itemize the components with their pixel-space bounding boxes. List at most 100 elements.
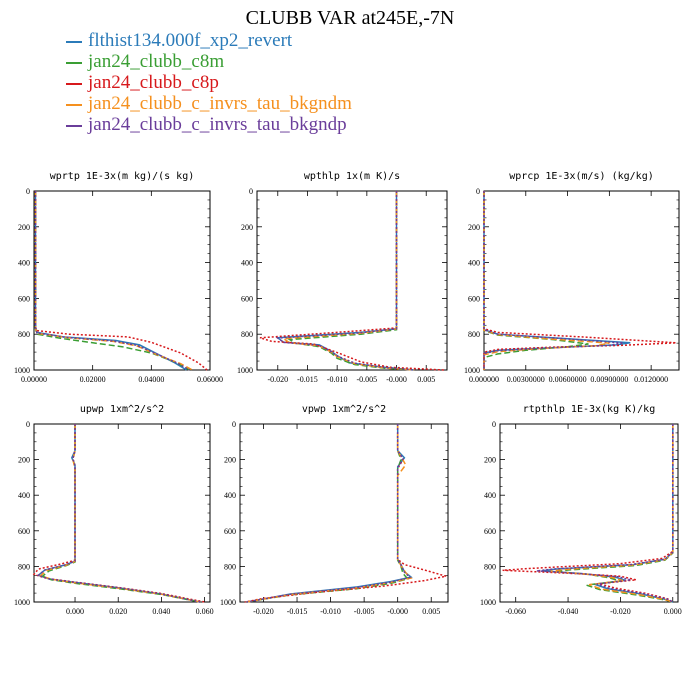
series-line — [244, 424, 447, 603]
x-tick-label: 0.020 — [109, 607, 127, 616]
x-tick-label: -0.000 — [387, 607, 408, 616]
series-line — [38, 424, 201, 603]
x-tick-label: -0.020 — [253, 607, 274, 616]
panel-title: vpwp 1xm^2/s^2 — [302, 404, 386, 415]
y-tick-label: 400 — [241, 259, 253, 268]
y-tick-label: 0 — [232, 420, 236, 429]
series-line — [275, 191, 415, 371]
x-tick-label: -0.020 — [610, 607, 631, 616]
chart-panel: upwp 1xm^2/s^2 0 200 400 600 800 1000 0.000 0.02… — [14, 404, 214, 616]
series-line — [32, 424, 205, 603]
panel-title: upwp 1xm^2/s^2 — [80, 404, 164, 415]
y-tick-label: 600 — [241, 294, 253, 303]
series-line — [246, 424, 412, 603]
legend-label: jan24_clubb_c8p — [88, 72, 219, 93]
y-tick-label: 0 — [26, 420, 30, 429]
legend-swatch — [66, 61, 82, 64]
series-line — [483, 191, 624, 370]
y-tick-label: 400 — [18, 259, 30, 268]
plot-frame — [33, 423, 211, 603]
x-tick-label: -0.000 — [386, 375, 407, 384]
x-tick-label: 0.0120000 — [634, 375, 668, 384]
series-line — [34, 191, 193, 371]
series-line — [502, 424, 674, 603]
panel-title: wprtp 1E-3x(m kg)/(s kg) — [50, 171, 195, 182]
x-tick-label: 0.00000 — [21, 375, 47, 384]
plot-frame — [499, 423, 679, 603]
y-tick-label: 800 — [18, 330, 30, 339]
series-line — [36, 424, 201, 603]
y-tick-label: 200 — [224, 456, 236, 465]
panel-title: wprcp 1E-3x(m/s) (kg/kg) — [509, 171, 654, 182]
panel-title: rtpthlp 1E-3x(kg K)/kg — [523, 404, 655, 415]
y-tick-label: 400 — [468, 259, 480, 268]
legend-label: jan24_clubb_c_invrs_tau_bkgndp — [88, 114, 347, 135]
y-tick-label: 0 — [476, 187, 480, 196]
x-tick-label: 0.00900000 — [590, 375, 628, 384]
y-tick-label: 400 — [18, 491, 30, 500]
x-tick-label: -0.010 — [320, 607, 341, 616]
panel-title: wpthlp 1x(m K)/s — [304, 171, 400, 182]
y-tick-label: 1000 — [237, 366, 253, 375]
x-tick-label: -0.010 — [327, 375, 348, 384]
legend: flthist134.000f_xp2_revert jan24_clubb_c… — [66, 30, 352, 135]
chart-panel: wprtp 1E-3x(m kg)/(s kg) 0 200 400 600 800 100… — [14, 171, 223, 384]
x-tick-label: 0.005 — [417, 375, 435, 384]
x-tick-label: 0.000 — [664, 607, 682, 616]
x-tick-label: 0.02000 — [80, 375, 106, 384]
x-tick-label: -0.005 — [357, 375, 378, 384]
y-tick-label: 800 — [241, 330, 253, 339]
plot-frame — [239, 423, 449, 603]
series-line — [483, 191, 610, 370]
series-line — [41, 424, 201, 603]
x-tick-label: 0.000 — [66, 607, 84, 616]
series-line — [36, 424, 201, 603]
legend-item: jan24_clubb_c_invrs_tau_bkgndp — [66, 114, 352, 135]
x-tick-label: 0.06000 — [197, 375, 223, 384]
x-tick-label: -0.005 — [354, 607, 375, 616]
y-tick-label: 200 — [468, 223, 480, 232]
series-line — [34, 191, 190, 371]
series-line — [246, 424, 410, 603]
x-tick-label: 0.005 — [422, 607, 440, 616]
y-tick-label: 200 — [18, 223, 30, 232]
y-tick-label: 600 — [484, 527, 496, 536]
y-tick-label: 800 — [18, 562, 30, 571]
y-tick-label: 800 — [468, 330, 480, 339]
y-tick-label: 400 — [224, 491, 236, 500]
y-tick-label: 200 — [18, 456, 30, 465]
series-line — [287, 191, 415, 371]
y-tick-label: 1000 — [464, 366, 480, 375]
x-tick-label: -0.015 — [287, 607, 308, 616]
y-tick-label: 1000 — [220, 598, 236, 607]
y-tick-label: 800 — [484, 562, 496, 571]
y-tick-label: 1000 — [480, 598, 496, 607]
chart-panel: wpthlp 1x(m K)/s02004006008001000-0.020-… — [237, 171, 448, 384]
chart-panel: vpwp 1xm^2/s^2 0 200 400 600 800 1000 -0.020 -0.… — [220, 404, 449, 616]
x-tick-label: -0.060 — [505, 607, 526, 616]
y-tick-label: 800 — [224, 562, 236, 571]
x-tick-label: 0.04000 — [138, 375, 164, 384]
y-tick-label: 600 — [224, 527, 236, 536]
chart-panel: rtpthlp 1E-3x(kg K)/kg02004006008001000-… — [480, 404, 682, 616]
series-line — [536, 424, 674, 603]
legend-label: jan24_clubb_c8m — [88, 51, 225, 72]
series-line — [483, 191, 677, 370]
y-tick-label: 0 — [249, 187, 253, 196]
legend-item: jan24_clubb_c_invrs_tau_bkgndm — [66, 93, 352, 114]
legend-label: jan24_clubb_c_invrs_tau_bkgndm — [88, 93, 352, 114]
figure-title: CLUBB VAR at245E,-7N — [245, 7, 455, 29]
series-line — [34, 191, 190, 371]
x-tick-label: 0.060 — [196, 607, 214, 616]
y-tick-label: 1000 — [14, 598, 30, 607]
y-tick-label: 200 — [241, 223, 253, 232]
y-tick-label: 400 — [484, 491, 496, 500]
y-tick-label: 600 — [18, 527, 30, 536]
x-tick-label: -0.040 — [558, 607, 579, 616]
legend-item: jan24_clubb_c8m — [66, 51, 352, 72]
y-tick-label: 0 — [26, 187, 30, 196]
legend-label: flthist134.000f_xp2_revert — [88, 30, 293, 51]
chart-panel: wprcp 1E-3x(m/s) (kg/kg) 0 200 400 600 800 100… — [464, 171, 680, 384]
series-line — [246, 424, 413, 603]
